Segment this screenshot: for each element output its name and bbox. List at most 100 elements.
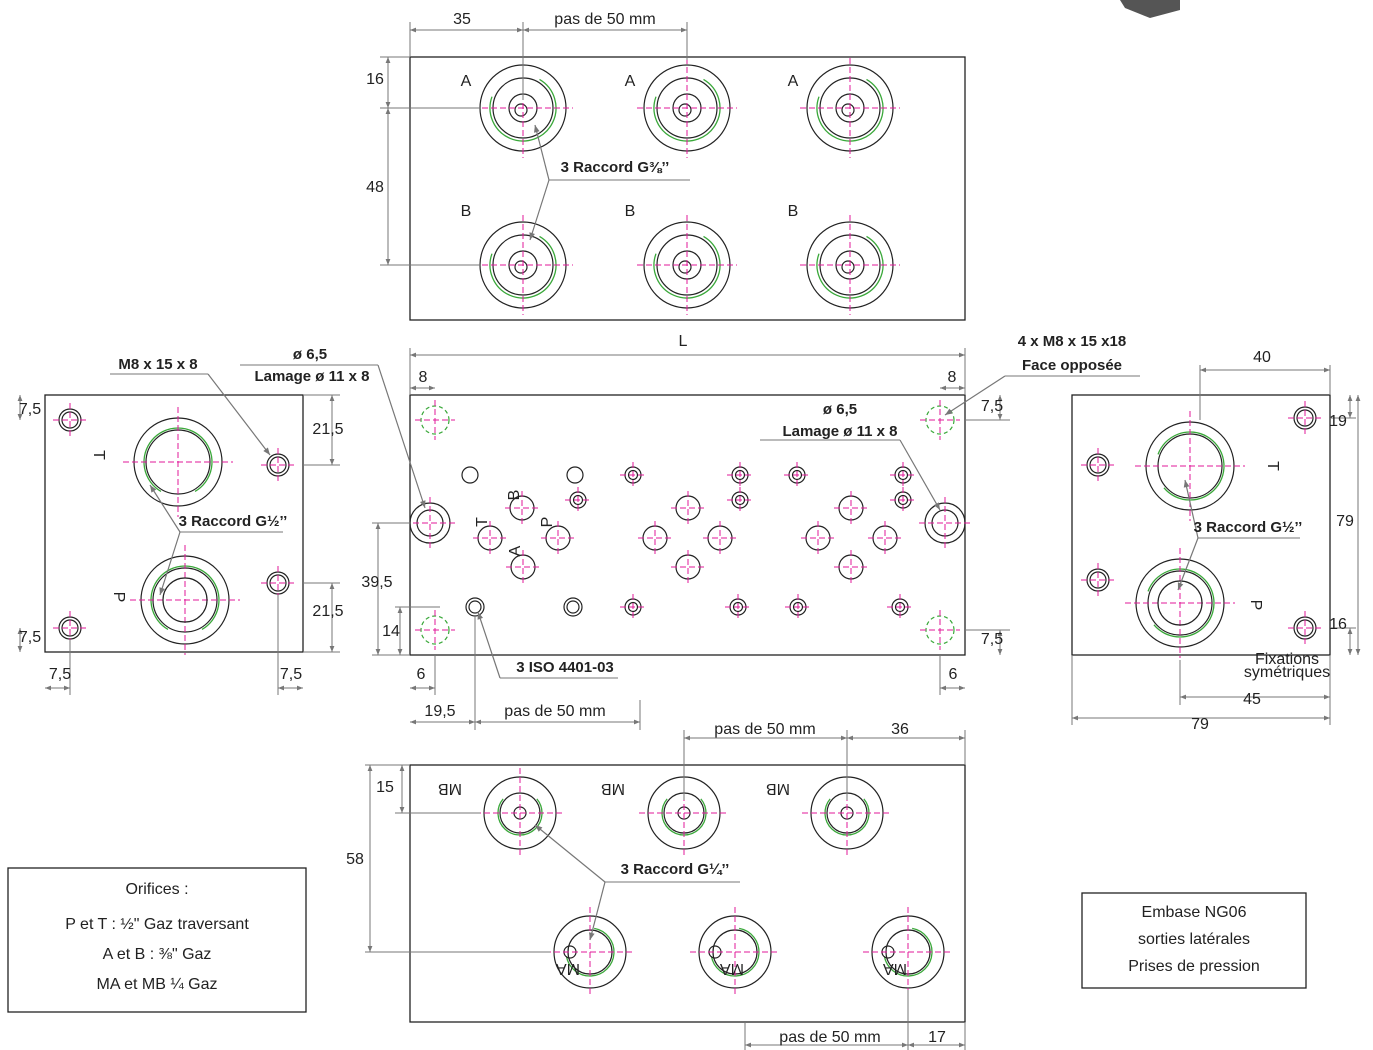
- label: Lamage ø 11 x 8: [782, 423, 897, 440]
- label: Face opposée: [1022, 357, 1122, 374]
- port-label: A: [788, 73, 799, 90]
- label: 21,5: [312, 603, 343, 620]
- port-label: A: [625, 73, 636, 90]
- leader: [589, 881, 606, 941]
- port-label: A: [507, 545, 524, 556]
- corner-shape: [1120, 0, 1180, 18]
- hole: [734, 494, 746, 506]
- label: pas de 50 mm: [779, 1029, 880, 1046]
- hole: [931, 509, 959, 537]
- port-label: B: [788, 203, 799, 220]
- hole: [510, 554, 536, 580]
- label: 3 Raccord G⅜’’: [561, 159, 670, 176]
- thread: [653, 235, 721, 299]
- label: 6: [949, 666, 958, 683]
- label: 8: [419, 369, 428, 386]
- port-label: MB: [766, 780, 790, 797]
- label: 45: [1243, 691, 1261, 708]
- label: pas de 50 mm: [504, 703, 605, 720]
- label: symétriques: [1244, 664, 1330, 681]
- thread: [1147, 568, 1215, 638]
- port-label: MB: [438, 780, 462, 797]
- label: 7,5: [981, 631, 1003, 648]
- label: M8 x 15 x 8: [118, 356, 197, 373]
- label: 7,5: [19, 401, 41, 418]
- hole: [678, 260, 692, 274]
- label: 7,5: [19, 629, 41, 646]
- label: 3 Raccord G½’’: [1194, 519, 1303, 536]
- hole: [841, 103, 855, 117]
- label: 79: [1191, 716, 1209, 733]
- geometry: [17, 22, 1361, 1050]
- label: 19: [1329, 413, 1347, 430]
- hole: [897, 469, 909, 481]
- label: 3 ISO 4401-03: [516, 659, 614, 676]
- leader: [377, 364, 426, 509]
- label: Lamage ø 11 x 8: [254, 368, 369, 385]
- hole: [894, 601, 906, 613]
- hole: [872, 525, 898, 551]
- label: 58: [346, 851, 364, 868]
- port-label: A: [461, 73, 472, 90]
- label: 8: [948, 369, 957, 386]
- port-label: P: [539, 517, 556, 528]
- hole: [805, 525, 831, 551]
- hole: [1157, 580, 1203, 626]
- port-label: MA: [556, 960, 580, 977]
- leader: [1183, 479, 1199, 539]
- label: P et T : ½" Gaz traversant: [65, 916, 249, 933]
- port-label: MA: [720, 960, 744, 977]
- label: 7,5: [280, 666, 302, 683]
- label: MA et MB ¼ Gaz: [97, 976, 218, 993]
- port-label: MA: [883, 960, 907, 977]
- label: 7,5: [981, 398, 1003, 415]
- hole: [838, 495, 864, 521]
- leader: [529, 179, 550, 241]
- port-label: B: [625, 203, 636, 220]
- thread: [816, 78, 884, 142]
- label: A et B : ⅜" Gaz: [103, 946, 212, 963]
- label: 19,5: [424, 703, 455, 720]
- label: 14: [382, 623, 400, 640]
- hole: [566, 466, 584, 484]
- leader: [207, 373, 271, 456]
- label: pas de 50 mm: [714, 721, 815, 738]
- label: 40: [1253, 349, 1271, 366]
- hole: [545, 525, 571, 551]
- hole: [707, 525, 733, 551]
- hole: [792, 601, 804, 613]
- label: 16: [1329, 616, 1347, 633]
- hole: [732, 601, 744, 613]
- hole: [627, 469, 639, 481]
- port-label: B: [506, 490, 523, 501]
- thread: [653, 78, 721, 142]
- hole: [675, 495, 701, 521]
- leader: [1177, 537, 1199, 591]
- leader: [899, 439, 941, 511]
- label: Prises de pression: [1128, 958, 1260, 975]
- label: Fixations: [1255, 651, 1319, 668]
- label: 4 x M8 x 15 x18: [1018, 333, 1126, 350]
- hole: [675, 554, 701, 580]
- leader: [159, 531, 181, 596]
- port-label: T: [1264, 461, 1281, 471]
- hole: [572, 494, 584, 506]
- label: ø 6,5: [823, 401, 857, 418]
- leader: [534, 824, 606, 883]
- leader: [944, 375, 1006, 416]
- hole: [468, 600, 482, 614]
- label: 16: [366, 71, 384, 88]
- hole: [416, 509, 444, 537]
- thread: [710, 927, 760, 977]
- label: 17: [928, 1029, 946, 1046]
- hole: [734, 469, 746, 481]
- leader: [477, 611, 501, 679]
- label: 35: [453, 11, 471, 28]
- label: 3 Raccord G½’’: [179, 513, 288, 530]
- port-label: T: [90, 450, 107, 460]
- hole: [566, 600, 580, 614]
- hole: [838, 554, 864, 580]
- label: 36: [891, 721, 909, 738]
- label: Orifices :: [125, 881, 188, 898]
